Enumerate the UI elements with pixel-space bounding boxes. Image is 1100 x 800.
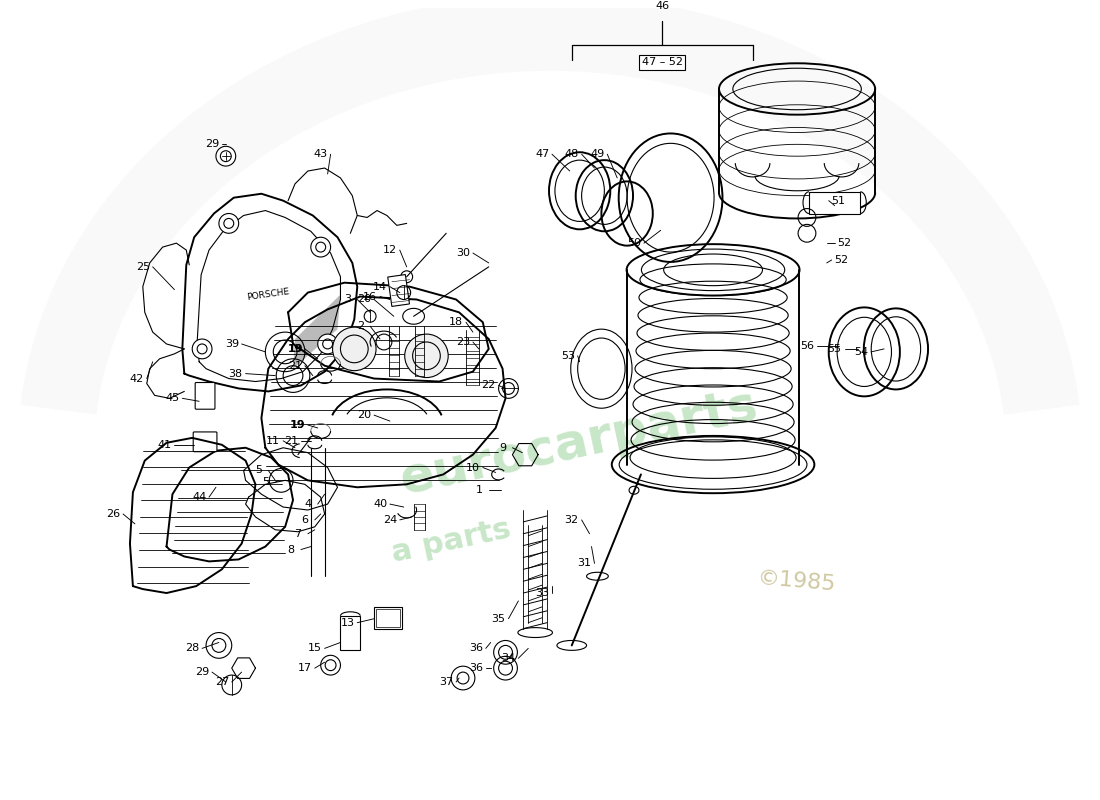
Text: 38: 38 — [229, 369, 243, 378]
Text: 10: 10 — [466, 462, 480, 473]
Text: a parts: a parts — [388, 515, 514, 569]
Text: 55: 55 — [827, 344, 842, 354]
Text: 9: 9 — [499, 442, 506, 453]
Polygon shape — [293, 294, 341, 369]
Text: 19: 19 — [290, 420, 306, 430]
Text: 18: 18 — [449, 318, 463, 327]
Bar — [808, 192, 860, 214]
Text: 21: 21 — [284, 436, 298, 446]
Text: 40: 40 — [373, 499, 387, 509]
Text: 23: 23 — [456, 337, 470, 347]
Text: 43: 43 — [314, 150, 328, 159]
Text: 49: 49 — [591, 150, 605, 159]
Text: 13: 13 — [340, 618, 354, 628]
Text: 44: 44 — [192, 492, 207, 502]
Text: 31: 31 — [578, 558, 592, 568]
Text: ©1985: ©1985 — [757, 568, 837, 594]
Text: 2: 2 — [356, 321, 364, 331]
Text: 4: 4 — [305, 499, 311, 509]
Text: 37: 37 — [439, 677, 453, 687]
Circle shape — [197, 344, 207, 354]
FancyBboxPatch shape — [195, 382, 214, 410]
Text: 56: 56 — [800, 341, 814, 351]
Text: 25: 25 — [135, 262, 150, 272]
Text: PORSCHE: PORSCHE — [246, 287, 290, 302]
Text: 11: 11 — [266, 436, 280, 446]
Text: eurocarparts: eurocarparts — [396, 382, 763, 504]
Text: 33: 33 — [535, 588, 549, 598]
Text: 8: 8 — [287, 545, 295, 554]
Text: 26: 26 — [106, 509, 120, 519]
Text: 5: 5 — [262, 478, 268, 487]
Circle shape — [322, 339, 332, 349]
Text: 54: 54 — [855, 347, 868, 357]
Text: 39: 39 — [224, 339, 239, 349]
Text: 35: 35 — [492, 614, 506, 624]
Text: 27: 27 — [214, 677, 229, 687]
Text: 12: 12 — [383, 245, 397, 255]
Text: 19: 19 — [287, 344, 303, 354]
Text: 7: 7 — [295, 529, 301, 538]
Text: 32: 32 — [564, 515, 579, 525]
Text: 51: 51 — [832, 196, 846, 206]
Text: 21: 21 — [288, 361, 302, 370]
Text: 3: 3 — [344, 294, 351, 305]
Text: 5: 5 — [255, 466, 262, 475]
Circle shape — [405, 334, 448, 378]
Bar — [374, 607, 401, 629]
Text: 16: 16 — [363, 291, 377, 302]
Text: 36: 36 — [469, 643, 483, 654]
Circle shape — [316, 242, 326, 252]
Text: 1: 1 — [475, 486, 482, 495]
Text: 19: 19 — [290, 420, 305, 430]
Text: 22: 22 — [482, 381, 496, 390]
Text: 46: 46 — [656, 1, 669, 11]
Bar — [387, 274, 409, 306]
Text: 29: 29 — [205, 139, 219, 150]
Text: 42: 42 — [130, 374, 144, 383]
Text: 52: 52 — [837, 238, 851, 248]
Circle shape — [332, 327, 376, 370]
Text: 14: 14 — [373, 282, 387, 292]
Text: 50: 50 — [627, 238, 641, 248]
Text: 17: 17 — [298, 663, 312, 673]
Bar — [376, 609, 399, 626]
Text: 45: 45 — [165, 394, 179, 403]
Text: 52: 52 — [835, 255, 848, 265]
Text: 19: 19 — [288, 344, 302, 354]
Text: 20: 20 — [358, 294, 372, 305]
Text: 20: 20 — [358, 410, 372, 420]
Text: 53: 53 — [561, 351, 575, 361]
Text: 6: 6 — [301, 515, 308, 525]
Text: 47 – 52: 47 – 52 — [641, 58, 683, 67]
Text: 47: 47 — [535, 150, 549, 159]
Circle shape — [318, 334, 338, 354]
Text: 34: 34 — [502, 654, 516, 663]
Text: 30: 30 — [456, 248, 470, 258]
FancyBboxPatch shape — [194, 432, 217, 452]
Text: 29: 29 — [195, 667, 209, 677]
Text: 24: 24 — [383, 515, 397, 525]
Circle shape — [192, 339, 212, 358]
Circle shape — [219, 214, 239, 234]
Text: 48: 48 — [564, 150, 579, 159]
Circle shape — [223, 218, 233, 228]
Bar — [341, 616, 360, 650]
Text: 15: 15 — [308, 643, 322, 654]
Circle shape — [216, 146, 235, 166]
Text: 36: 36 — [469, 663, 483, 673]
Circle shape — [311, 238, 331, 257]
Text: 28: 28 — [185, 643, 199, 654]
Circle shape — [220, 150, 231, 162]
Text: 41: 41 — [157, 440, 172, 450]
